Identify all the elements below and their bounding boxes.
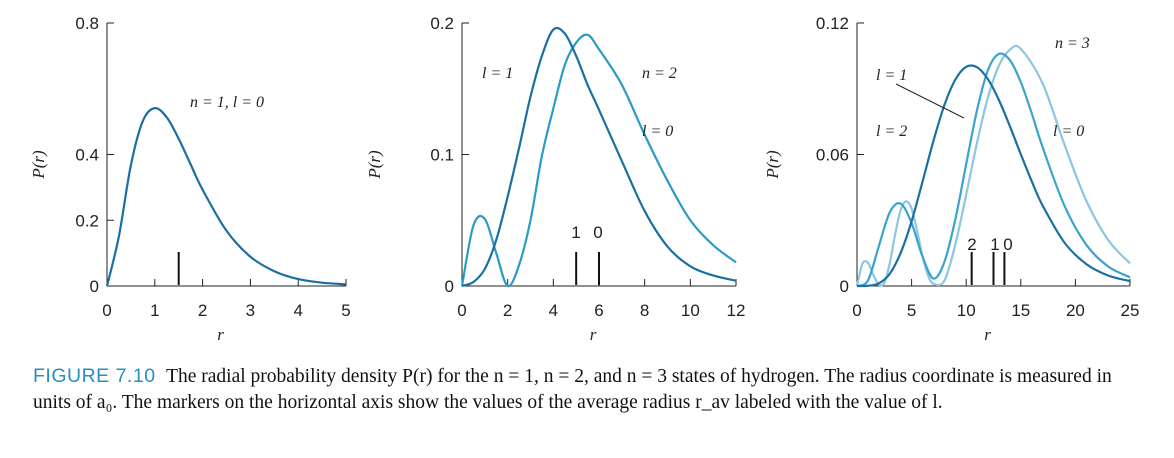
panel-n1: 0 1 2 3 4 5 0 0.2 0.4 0.8 P(r) r (29, 14, 351, 344)
x-tick-label: 5 (341, 301, 350, 320)
series-annotation: l = 0 (1053, 123, 1084, 140)
x-tick-label: 15 (1011, 301, 1030, 320)
series-annotation: l = 0 (642, 123, 673, 140)
series-n2-l1 (461, 26, 737, 288)
x-axis-label: r (984, 325, 991, 344)
x-tick-label: 1 (150, 301, 159, 320)
x-tick-label: 2 (198, 301, 207, 320)
x-tick-label: 6 (594, 301, 603, 320)
series-n2-l0 (460, 33, 737, 288)
x-tick-label: 2 (503, 301, 512, 320)
y-axis-label: P(r) (365, 150, 384, 180)
series-annotation: l = 1 (482, 65, 513, 82)
x-tick-label: 0 (852, 301, 861, 320)
rav-marker-label: 0 (593, 223, 602, 242)
x-tick-label: 4 (549, 301, 558, 320)
y-tick-label: 0.8 (75, 14, 99, 33)
y-tick-label: 0.12 (816, 14, 849, 33)
x-tick-label: 0 (457, 301, 466, 320)
y-tick-label: 0 (840, 277, 849, 296)
series-n1-l0 (105, 107, 347, 287)
x-tick-label: 8 (640, 301, 649, 320)
figure-panels: 0 1 2 3 4 500.20.40.8P(r)r 0 2 4 6 8 10 1200.10.2P(… (29, 14, 1139, 344)
caption-text: The radial probability density P(r) for … (33, 366, 1112, 413)
series-n3-l2 (856, 64, 1131, 288)
y-tick-label: 0.2 (430, 14, 454, 33)
x-tick-label: 4 (293, 301, 302, 320)
figure-caption: FIGURE 7.10 The radial probability densi… (33, 363, 1143, 416)
y-tick-label: 0.1 (430, 146, 454, 165)
y-tick-label: 0.4 (75, 146, 99, 165)
rav-marker-label: 1 (571, 223, 580, 242)
y-tick-label: 0.2 (75, 211, 99, 230)
rav-marker-label: 0 (1003, 235, 1012, 254)
caption-label: FIGURE 7.10 (33, 365, 156, 387)
series-annotation: n = 3 (1055, 35, 1090, 52)
x-tick-label: 0 (102, 301, 111, 320)
series-annotation: l = 2 (876, 123, 907, 140)
x-axis-label: r (217, 325, 224, 344)
x-tick-label: 12 (727, 301, 746, 320)
y-tick-label: 0 (90, 277, 99, 296)
series-annotation: n = 2 (642, 65, 677, 82)
annotation-leader-line (895, 83, 965, 119)
x-tick-label: 10 (681, 301, 700, 320)
series-annotation: n = 1, l = 0 (190, 94, 264, 111)
series-n3-l0 (855, 44, 1131, 287)
y-axis-label: P(r) (763, 150, 782, 180)
x-tick-label: 5 (907, 301, 916, 320)
x-tick-label: 3 (246, 301, 255, 320)
series-annotation: l = 1 (876, 67, 907, 84)
rav-marker-label: 2 (967, 235, 976, 254)
rav-marker-label: 1 (990, 235, 999, 254)
y-tick-label: 0 (445, 277, 454, 296)
series-n3-l1 (856, 52, 1131, 288)
x-tick-label: 25 (1121, 301, 1140, 320)
y-tick-label: 0.06 (816, 146, 849, 165)
x-tick-label: 20 (1066, 301, 1085, 320)
x-tick-label: 10 (957, 301, 976, 320)
x-axis-label: r (590, 325, 597, 344)
y-axis-label: P(r) (29, 150, 48, 180)
